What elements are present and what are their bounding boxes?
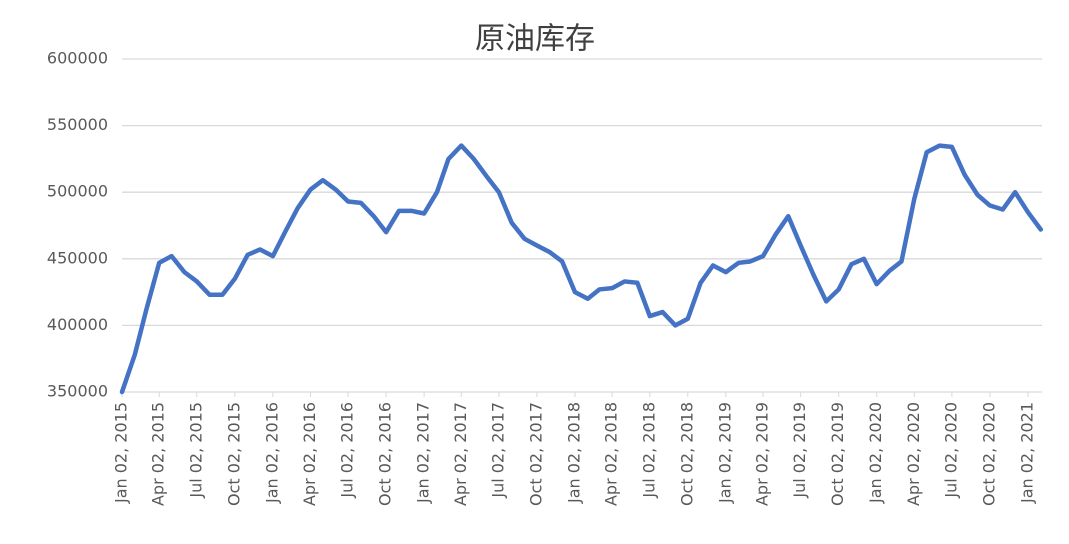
x-tick-label: Oct 02, 2015 <box>224 402 243 506</box>
x-tick-label: Jul 02, 2016 <box>338 402 357 499</box>
x-tick-label: Apr 02, 2016 <box>300 402 319 506</box>
x-tick-label: Jan 02, 2015 <box>112 402 131 504</box>
x-tick-label: Oct 02, 2019 <box>828 402 847 506</box>
data-line <box>119 143 1044 395</box>
y-tick-label: 350000 <box>47 382 108 401</box>
chart-title: 原油库存 <box>475 22 595 57</box>
x-tick-label: Apr 02, 2018 <box>602 402 621 506</box>
x-tick-label: Oct 02, 2018 <box>677 402 696 506</box>
y-tick-label: 500000 <box>47 182 108 201</box>
x-tick-label: Jul 02, 2020 <box>941 402 960 499</box>
x-tick-label: Jul 02, 2018 <box>639 402 658 499</box>
x-tick-label: Oct 02, 2020 <box>979 402 998 506</box>
y-tick-label: 400000 <box>47 315 108 334</box>
x-tick-label: Jan 02, 2019 <box>715 402 734 504</box>
x-tick-label: Jan 02, 2017 <box>414 402 433 504</box>
x-tick-label: Jul 02, 2019 <box>790 402 809 499</box>
x-tick-label: Jan 02, 2020 <box>866 402 885 504</box>
x-tick-label: Apr 02, 2019 <box>753 402 772 506</box>
x-tick-label: Jan 02, 2021 <box>1017 402 1036 504</box>
y-tick-label: 450000 <box>47 248 108 267</box>
x-tick-label: Jan 02, 2018 <box>564 402 583 504</box>
x-tick-label: Jan 02, 2016 <box>262 402 281 504</box>
y-tick-label: 550000 <box>47 115 108 134</box>
y-tick-label: 600000 <box>47 49 108 68</box>
x-tick-label: Apr 02, 2015 <box>149 402 168 506</box>
x-tick-label: Oct 02, 2017 <box>526 402 545 506</box>
x-tick-label: Jul 02, 2017 <box>488 402 507 499</box>
x-tick-label: Oct 02, 2016 <box>376 402 395 506</box>
x-tick-label: Apr 02, 2017 <box>451 402 470 506</box>
x-tick-label: Apr 02, 2020 <box>904 402 923 506</box>
x-tick-label: Jul 02, 2015 <box>186 402 205 499</box>
